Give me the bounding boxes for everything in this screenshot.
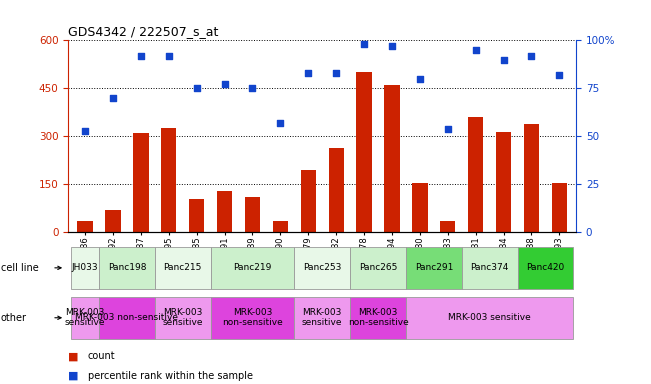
Point <box>415 76 425 82</box>
Bar <box>551 183 567 232</box>
Bar <box>440 221 456 232</box>
Text: Panc265: Panc265 <box>359 263 397 272</box>
Bar <box>412 183 428 232</box>
Text: MRK-003
non-sensitive: MRK-003 non-sensitive <box>222 308 283 328</box>
Text: MRK-003
sensitive: MRK-003 sensitive <box>65 308 105 328</box>
Point <box>108 95 118 101</box>
Bar <box>350 296 406 339</box>
Text: MRK-003
non-sensitive: MRK-003 non-sensitive <box>348 308 408 328</box>
Bar <box>99 247 155 289</box>
Point <box>80 127 90 134</box>
Text: Panc198: Panc198 <box>107 263 146 272</box>
Point <box>135 53 146 59</box>
Bar <box>245 197 260 232</box>
Point <box>163 53 174 59</box>
Point <box>443 126 453 132</box>
Bar <box>294 296 350 339</box>
Bar <box>155 247 211 289</box>
Text: count: count <box>88 351 115 361</box>
Text: percentile rank within the sample: percentile rank within the sample <box>88 371 253 381</box>
Bar <box>273 221 288 232</box>
Text: MRK-003
sensitive: MRK-003 sensitive <box>302 308 342 328</box>
Text: Panc420: Panc420 <box>526 263 564 272</box>
Bar <box>462 247 518 289</box>
Text: MRK-003 sensitive: MRK-003 sensitive <box>449 313 531 322</box>
Text: Panc253: Panc253 <box>303 263 341 272</box>
Bar <box>133 133 148 232</box>
Point <box>387 43 397 49</box>
Bar <box>155 296 211 339</box>
Bar <box>105 210 120 232</box>
Bar <box>71 247 99 289</box>
Text: Panc219: Panc219 <box>233 263 271 272</box>
Text: ■: ■ <box>68 351 79 361</box>
Point <box>359 41 369 47</box>
Bar <box>329 147 344 232</box>
Point <box>247 85 258 91</box>
Bar <box>77 221 92 232</box>
Bar <box>356 72 372 232</box>
Bar <box>161 128 176 232</box>
Bar <box>406 247 462 289</box>
Text: Panc374: Panc374 <box>471 263 509 272</box>
Bar <box>189 199 204 232</box>
Point <box>331 70 341 76</box>
Point <box>471 47 481 53</box>
Bar <box>518 247 574 289</box>
Text: MRK-003 non-sensitive: MRK-003 non-sensitive <box>76 313 178 322</box>
Point <box>499 56 509 63</box>
Text: GDS4342 / 222507_s_at: GDS4342 / 222507_s_at <box>68 25 219 38</box>
Point <box>191 85 202 91</box>
Text: ■: ■ <box>68 371 79 381</box>
Bar <box>211 247 294 289</box>
Point <box>275 120 286 126</box>
Bar <box>217 191 232 232</box>
Bar <box>211 296 294 339</box>
Bar <box>294 247 350 289</box>
Bar <box>99 296 155 339</box>
Text: MRK-003
sensitive: MRK-003 sensitive <box>163 308 203 328</box>
Bar <box>468 117 483 232</box>
Bar <box>301 170 316 232</box>
Bar <box>71 296 99 339</box>
Text: Panc215: Panc215 <box>163 263 202 272</box>
Bar <box>496 131 511 232</box>
Text: JH033: JH033 <box>72 263 98 272</box>
Point <box>303 70 314 76</box>
Point <box>219 81 230 88</box>
Point <box>526 53 536 59</box>
Bar <box>406 296 574 339</box>
Bar <box>524 124 539 232</box>
Text: other: other <box>1 313 27 323</box>
Text: Panc291: Panc291 <box>415 263 453 272</box>
Point <box>554 72 564 78</box>
Text: cell line: cell line <box>1 263 38 273</box>
Bar <box>384 85 400 232</box>
Bar <box>350 247 406 289</box>
